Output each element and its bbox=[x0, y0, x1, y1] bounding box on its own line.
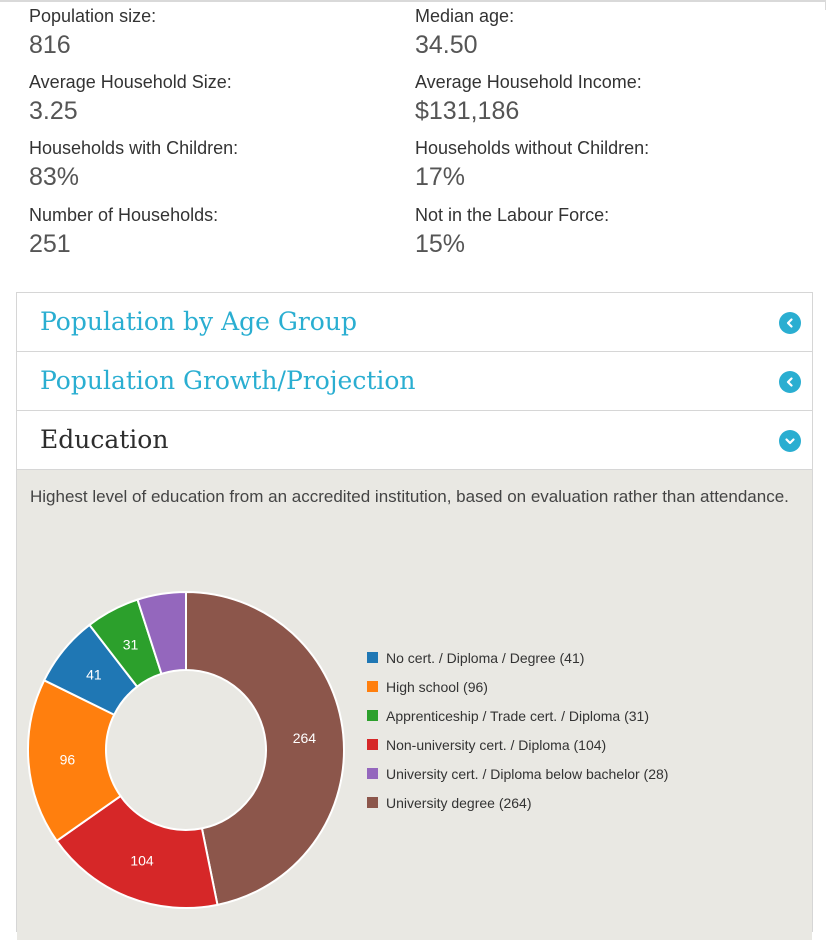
legend-label: Non-university cert. / Diploma (104) bbox=[386, 736, 607, 753]
donut-data-label: 96 bbox=[60, 751, 76, 767]
top-divider bbox=[0, 0, 826, 2]
stat-households-with-children: Households with Children: 83% bbox=[29, 137, 238, 192]
legend-swatch bbox=[367, 681, 378, 692]
donut-slice bbox=[27, 678, 122, 843]
accordion-title: Education bbox=[40, 425, 169, 454]
stat-label: Households with Children: bbox=[29, 138, 239, 158]
stat-number-of-households: Number of Households: 251 bbox=[29, 204, 218, 259]
donut-data-label: 264 bbox=[293, 730, 317, 746]
accordion-title: Population by Age Group bbox=[40, 307, 357, 336]
legend-swatch bbox=[367, 710, 378, 721]
stat-label: Average Household Size: bbox=[29, 72, 232, 92]
legend-label: University degree (264) bbox=[386, 794, 532, 811]
chevron-left-icon[interactable] bbox=[779, 312, 801, 334]
legend-label: University cert. / Diploma below bachelo… bbox=[386, 765, 669, 782]
donut-data-label: 31 bbox=[123, 637, 139, 653]
donut-slice bbox=[55, 794, 219, 909]
stat-label: Population size: bbox=[29, 6, 157, 26]
stat-average-household-income: Average Household Income: $131,186 bbox=[415, 71, 642, 126]
donut-data-label: 41 bbox=[86, 667, 102, 683]
legend-item: High school (96) bbox=[367, 672, 668, 701]
stat-households-without-children: Households without Children: 17% bbox=[415, 137, 649, 192]
accordion-header-population-growth-projection[interactable]: Population Growth/Projection bbox=[17, 352, 812, 411]
legend-item: No cert. / Diploma / Degree (41) bbox=[367, 643, 668, 672]
right-divider bbox=[825, 0, 826, 10]
legend-swatch bbox=[367, 739, 378, 750]
legend-swatch bbox=[367, 652, 378, 663]
stat-label: Number of Households: bbox=[29, 205, 219, 225]
education-panel: Highest level of education from an accre… bbox=[17, 470, 812, 940]
stat-value: 83% bbox=[29, 163, 80, 191]
stat-value: 3.25 bbox=[29, 97, 78, 125]
stat-label: Not in the Labour Force: bbox=[415, 205, 610, 225]
education-donut-chart: 264 104 96 41 31 bbox=[27, 590, 345, 909]
chart-legend: No cert. / Diploma / Degree (41) High sch… bbox=[367, 643, 668, 817]
accordion-header-education[interactable]: Education bbox=[17, 411, 812, 470]
donut-data-label: 104 bbox=[130, 853, 154, 869]
stat-label: Households without Children: bbox=[415, 138, 650, 158]
legend-item: University degree (264) bbox=[367, 788, 668, 817]
stat-label: Median age: bbox=[415, 6, 515, 26]
stat-average-household-size: Average Household Size: 3.25 bbox=[29, 71, 232, 126]
stat-value: 816 bbox=[29, 31, 71, 59]
stat-value: $131,186 bbox=[415, 97, 520, 125]
stat-value: 15% bbox=[415, 230, 466, 258]
stat-value: 251 bbox=[29, 230, 71, 258]
legend-swatch bbox=[367, 768, 378, 779]
donut-slice bbox=[136, 590, 187, 676]
stat-population-size: Population size: 816 bbox=[29, 5, 156, 60]
stat-label: Average Household Income: bbox=[415, 72, 642, 92]
legend-label: Apprenticeship / Trade cert. / Diploma (… bbox=[386, 707, 650, 724]
legend-item: University cert. / Diploma below bachelo… bbox=[367, 759, 668, 788]
chevron-left-icon[interactable] bbox=[779, 371, 801, 393]
accordion-title: Population Growth/Projection bbox=[40, 366, 416, 395]
legend-item: Apprenticeship / Trade cert. / Diploma (… bbox=[367, 701, 668, 730]
legend-swatch bbox=[367, 797, 378, 808]
stat-value: 17% bbox=[415, 163, 466, 191]
stat-median-age: Median age: 34.50 bbox=[415, 5, 514, 60]
chevron-down-icon[interactable] bbox=[779, 430, 801, 452]
legend-label: High school (96) bbox=[386, 678, 488, 695]
donut-slice bbox=[185, 590, 345, 907]
stat-value: 34.50 bbox=[415, 31, 478, 59]
accordion-header-population-by-age-group[interactable]: Population by Age Group bbox=[17, 293, 812, 352]
legend-item: Non-university cert. / Diploma (104) bbox=[367, 730, 668, 759]
stat-not-in-labour-force: Not in the Labour Force: 15% bbox=[415, 204, 609, 259]
legend-label: No cert. / Diploma / Degree (41) bbox=[386, 649, 585, 666]
accordion: Population by Age Group Population Growt… bbox=[16, 292, 813, 940]
education-description: Highest level of education from an accre… bbox=[30, 487, 789, 506]
